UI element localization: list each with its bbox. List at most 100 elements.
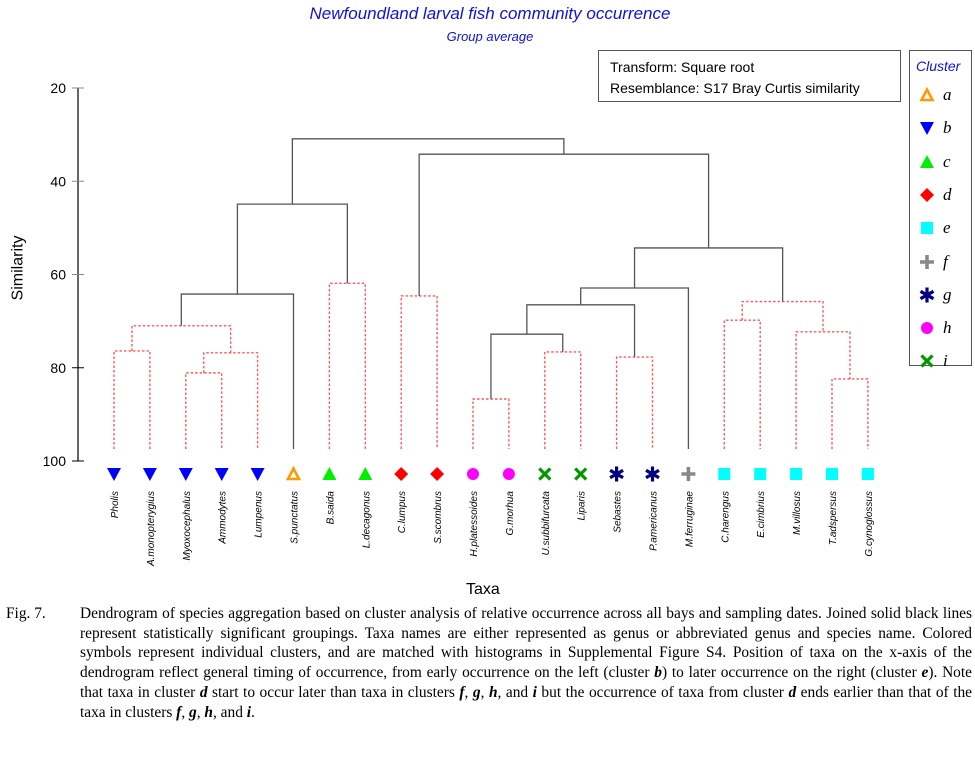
legend-symbol-d bbox=[920, 187, 934, 202]
transform-label: Transform: Square root bbox=[610, 59, 755, 75]
legend-item-d: d bbox=[916, 184, 971, 206]
nonsignificant-branch bbox=[328, 282, 366, 449]
taxon-label: C.lumpus bbox=[397, 491, 408, 533]
cluster-ref: i bbox=[246, 703, 252, 721]
cluster-ref: d bbox=[788, 683, 797, 701]
taxon-label: B.saida bbox=[325, 491, 336, 525]
cluster-ref: h bbox=[204, 703, 213, 721]
caption-segment: , and bbox=[212, 703, 247, 721]
legend-symbol-b bbox=[920, 122, 934, 136]
taxon-label: P.americanus bbox=[649, 491, 660, 551]
legend-item-e: e bbox=[916, 217, 971, 239]
leaf-symbol-c bbox=[358, 467, 373, 480]
leaf-symbol-i bbox=[538, 467, 552, 481]
taxon-label: Ammodytes bbox=[218, 491, 229, 545]
leaf-symbol-b bbox=[107, 468, 121, 481]
taxon-label: Lumpenus bbox=[254, 491, 265, 538]
legend-item-g: g bbox=[916, 284, 971, 306]
significant-branch bbox=[236, 203, 348, 295]
legend-key-label: b bbox=[943, 118, 952, 138]
legend-symbol-diamond-icon bbox=[920, 187, 934, 202]
y-tick-label: 20 bbox=[50, 80, 66, 96]
caption-segment: , bbox=[196, 703, 205, 721]
x-axis-label: Taxa bbox=[466, 581, 500, 598]
nonsignificant-branch bbox=[131, 325, 232, 353]
legend-symbol-square-icon bbox=[921, 222, 933, 235]
legend-item-b: b bbox=[916, 117, 971, 139]
legend-item-f: f bbox=[916, 251, 971, 273]
leaf-symbol-h bbox=[502, 468, 515, 480]
legend-title: Cluster bbox=[916, 58, 961, 74]
caption-segment: start to occur later than taxa in cluste… bbox=[207, 683, 460, 701]
legend-symbol-i bbox=[920, 354, 934, 369]
taxon-label: M.villosus bbox=[792, 491, 803, 535]
leaf-symbol-e bbox=[754, 468, 767, 480]
taxon-label: T.adspersus bbox=[828, 491, 839, 545]
caption-segment: but the occurrence of taxa from cluster bbox=[536, 683, 789, 701]
y-tick-label: 80 bbox=[50, 360, 66, 376]
cluster-ref: f bbox=[176, 703, 182, 721]
legend-symbol-a bbox=[919, 86, 935, 102]
chart-title: Newfoundland larval fish community occur… bbox=[309, 4, 671, 23]
legend-item-a: a bbox=[916, 84, 971, 106]
legend-symbol-triangle-up-icon bbox=[920, 154, 934, 168]
leaf-symbol-b bbox=[142, 468, 157, 481]
legend-item-c: c bbox=[916, 151, 971, 173]
taxon-label: M.ferruginae bbox=[684, 491, 695, 548]
cluster-ref: d bbox=[199, 683, 208, 701]
cluster-ref: g bbox=[189, 703, 197, 721]
leaf-symbol-b bbox=[250, 468, 265, 481]
caption-segment: . bbox=[251, 703, 255, 721]
leaf-symbol-a bbox=[285, 465, 302, 481]
legend-key-label: a bbox=[943, 85, 952, 104]
nonsignificant-branch bbox=[203, 352, 259, 449]
legend-key-label: h bbox=[943, 318, 952, 338]
cluster-ref: e bbox=[921, 664, 929, 682]
caption-label: Fig. 7. bbox=[6, 605, 46, 622]
leaf-symbol-d bbox=[394, 467, 409, 481]
leaf-symbol-e bbox=[790, 468, 803, 480]
y-tick-label: 40 bbox=[50, 173, 66, 189]
legend-symbol-f bbox=[920, 254, 934, 269]
significant-branch bbox=[180, 293, 295, 449]
leaf-symbol-i bbox=[574, 467, 588, 481]
significant-branch bbox=[490, 333, 564, 399]
taxon-label: S.scombrus bbox=[433, 491, 444, 544]
leaf-symbol-e bbox=[861, 468, 874, 480]
caption-segment: ). Note that taxa in cluster bbox=[80, 664, 972, 701]
taxon-label: H.platessoides bbox=[469, 491, 480, 557]
taxon-label: L.decagonus bbox=[361, 491, 372, 548]
nonsignificant-branch bbox=[723, 319, 761, 449]
legend-item-h: h bbox=[916, 317, 971, 339]
legend-item-i: i bbox=[916, 350, 971, 372]
legend-key-label: e bbox=[943, 218, 951, 238]
significant-branch bbox=[291, 138, 565, 205]
taxon-label: S.punctatus bbox=[290, 491, 301, 544]
nonsignificant-branch bbox=[113, 350, 151, 449]
caption-segment: ) to later occurrence on the right (clus… bbox=[662, 664, 922, 682]
legend-key-label: i bbox=[943, 351, 948, 371]
cluster-ref: i bbox=[532, 683, 537, 701]
caption-segment: Dendrogram of species aggregation based … bbox=[80, 605, 972, 682]
legend-symbol-circle-icon bbox=[921, 322, 933, 335]
taxon-label: A.monopterygius bbox=[146, 491, 157, 567]
legend-symbol-asterisk-icon bbox=[919, 287, 935, 303]
chart-subtitle: Group average bbox=[446, 29, 534, 44]
leaf-symbol-g bbox=[645, 466, 660, 482]
taxon-label: Sebastes bbox=[613, 491, 624, 533]
nonsignificant-branch bbox=[472, 398, 510, 449]
leaf-symbol-e bbox=[718, 468, 731, 480]
nonsignificant-branch bbox=[400, 295, 438, 449]
taxon-label: Myoxocephalus bbox=[182, 491, 193, 560]
legend-key-label: c bbox=[943, 151, 951, 171]
cluster-ref: h bbox=[488, 683, 498, 701]
nonsignificant-branch bbox=[544, 351, 582, 449]
significant-branch bbox=[633, 247, 784, 302]
leaf-symbol-e bbox=[826, 468, 838, 480]
legend-symbol-e bbox=[921, 222, 933, 235]
y-tick-label: 60 bbox=[50, 267, 66, 283]
y-tick-label: 100 bbox=[43, 453, 67, 469]
nonsignificant-branch bbox=[795, 331, 851, 449]
cluster-ref: g bbox=[472, 683, 481, 701]
leaf-symbol-f bbox=[681, 467, 696, 481]
